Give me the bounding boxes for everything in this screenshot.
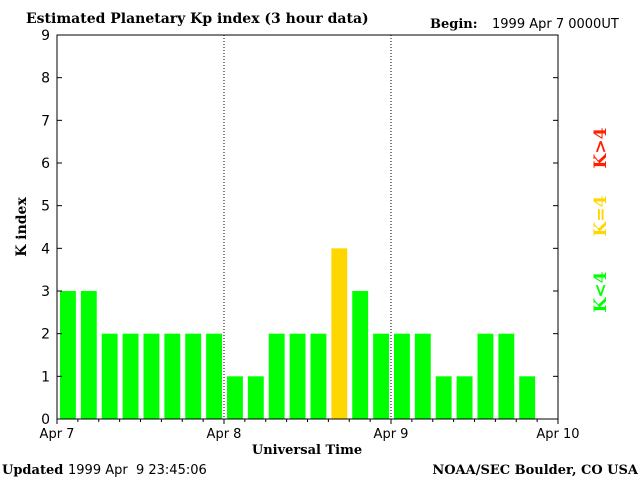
kp-bar — [101, 333, 118, 419]
kp-bar — [185, 333, 202, 419]
y-axis: 0 1 2 3 4 5 6 7 8 9 — [41, 28, 558, 428]
kp-bar — [310, 333, 327, 419]
kp-bar — [247, 376, 264, 419]
kp-bar — [477, 333, 494, 419]
x-tick-label: Apr 7 — [40, 427, 75, 442]
x-axis: Apr 7 Apr 8 Apr 9 Apr 10 — [40, 419, 580, 442]
updated-value: 1999 Apr 9 23:45:06 — [68, 463, 207, 478]
y-tick-label: 7 — [41, 113, 50, 129]
y-tick-label: 2 — [41, 327, 50, 343]
x-tick-label: Apr 8 — [207, 427, 242, 442]
y-tick-label: 1 — [41, 369, 50, 385]
y-tick-label: 3 — [41, 284, 50, 300]
y-axis-label: K index — [14, 197, 30, 257]
kp-bar — [143, 333, 160, 419]
chart-title: Estimated Planetary Kp index (3 hour dat… — [26, 11, 369, 27]
kp-bar — [352, 291, 369, 419]
x-tick-label: Apr 9 — [374, 427, 409, 442]
kp-bar — [519, 376, 536, 419]
legend-mid: K=4 — [591, 195, 611, 236]
kp-bar — [268, 333, 285, 419]
y-tick-label: 6 — [41, 156, 50, 172]
kp-bar — [394, 333, 410, 419]
kp-bar — [122, 333, 139, 419]
begin-label: Begin: — [430, 17, 478, 32]
kp-bar — [414, 333, 431, 419]
x-tick-label: Apr 10 — [536, 427, 579, 442]
kp-bar — [227, 376, 243, 419]
kp-bar — [498, 333, 515, 419]
y-tick-label: 9 — [41, 28, 50, 44]
kp-bar — [60, 291, 76, 419]
y-tick-label: 0 — [41, 412, 50, 428]
kp-bar — [289, 333, 306, 419]
source-credit: NOAA/SEC Boulder, CO USA — [432, 463, 639, 478]
day-separators — [223, 35, 392, 419]
legend-high: K>4 — [591, 127, 611, 168]
updated-label: Updated — [2, 463, 63, 478]
bars-group — [60, 248, 536, 419]
kp-bar — [206, 333, 223, 419]
y-tick-label: 4 — [41, 241, 50, 257]
kp-bar — [456, 376, 473, 419]
y-tick-label: 8 — [41, 71, 50, 87]
begin-value: 1999 Apr 7 0000UT — [492, 17, 619, 32]
kp-bar — [164, 333, 181, 419]
kp-bar — [80, 291, 97, 419]
kp-bar — [435, 376, 452, 419]
y-tick-label: 5 — [41, 199, 50, 215]
x-axis-label: Universal Time — [252, 443, 362, 458]
legend-low: K<4 — [591, 271, 611, 312]
kp-bar — [331, 248, 348, 419]
kp-bar — [373, 333, 390, 419]
